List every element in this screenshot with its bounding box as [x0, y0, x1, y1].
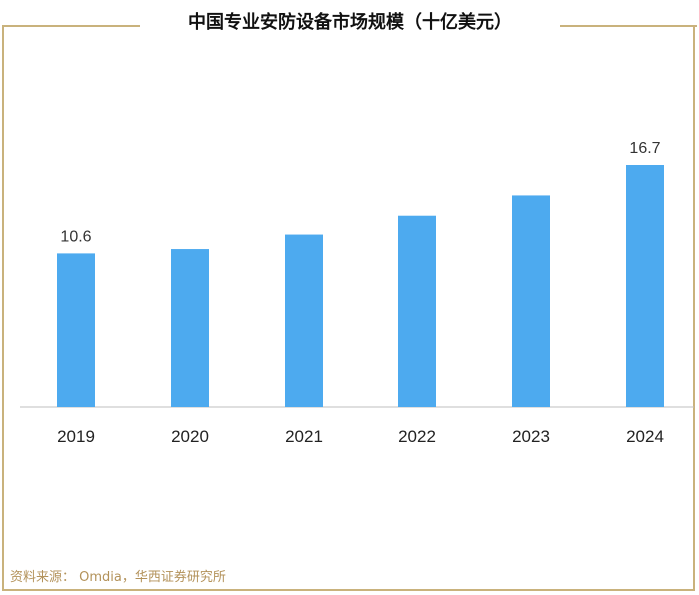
x-tick-label-2021: 2021 — [285, 427, 323, 446]
bar-2020 — [171, 249, 209, 407]
x-tick-label-2019: 2019 — [57, 427, 95, 446]
chart-title: 中国专业安防设备市场规模（十亿美元） — [188, 12, 512, 33]
bar-2019 — [57, 253, 95, 407]
bar-2022 — [398, 215, 436, 407]
x-tick-label-2023: 2023 — [512, 427, 550, 446]
chart-frame — [2, 25, 695, 591]
x-tick-label-2022: 2022 — [398, 427, 436, 446]
frame-top-right-line — [560, 25, 697, 27]
x-tick-label-2024: 2024 — [626, 427, 664, 446]
bar-2021 — [285, 234, 323, 407]
data-label-2024: 16.7 — [629, 140, 660, 157]
x-tick-label-2020: 2020 — [171, 427, 209, 446]
bar-2023 — [512, 195, 550, 407]
data-label-2019: 10.6 — [60, 228, 91, 245]
bar-2024 — [626, 165, 664, 407]
source-note: 资料来源： Omdia，华西证券研究所 — [10, 570, 226, 585]
frame-top-left-line — [2, 25, 140, 27]
